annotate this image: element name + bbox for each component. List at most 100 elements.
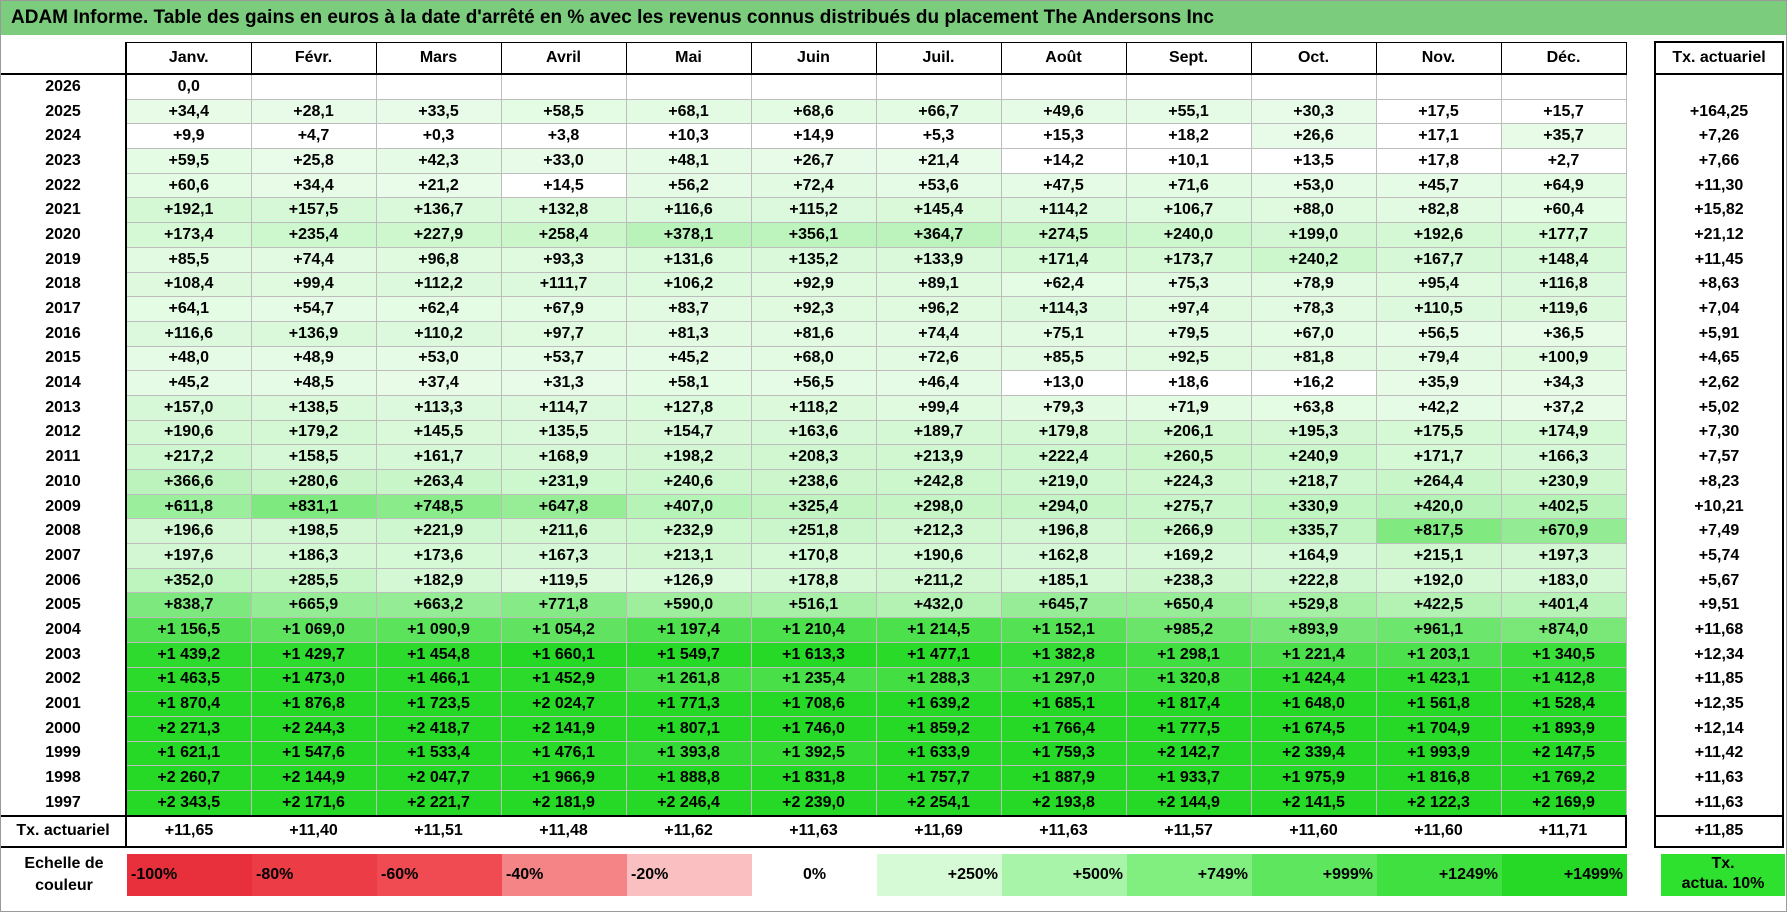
gain-cell: +0,3	[375, 123, 502, 150]
gain-cell: +1 340,5	[1500, 641, 1627, 668]
txa-value: +7,66	[1654, 148, 1784, 174]
gain-cell: +213,9	[875, 444, 1002, 470]
gain-cell: +34,4	[125, 98, 252, 125]
gain-cell: +182,9	[375, 567, 502, 594]
gain-cell: +1 831,8	[750, 765, 877, 791]
gain-cell: +221,9	[375, 518, 502, 545]
gain-cell: +48,1	[625, 148, 752, 174]
gain-cell: +60,6	[125, 172, 252, 199]
gain-cell: +5,3	[875, 123, 1002, 150]
column-gap	[1626, 716, 1655, 741]
gain-cell: +64,9	[1500, 172, 1627, 199]
gain-cell: +135,5	[500, 419, 627, 446]
footer-txa-value: +11,48	[501, 814, 626, 848]
gain-cell: +1 054,2	[500, 617, 627, 643]
gain-cell: +92,3	[750, 296, 877, 322]
gain-cell: +670,9	[1500, 518, 1627, 545]
gain-cell: +231,9	[500, 469, 627, 495]
gain-cell: +1 393,8	[625, 740, 752, 767]
gain-cell: +2 142,7	[1125, 740, 1252, 767]
gain-cell: +81,3	[625, 320, 752, 347]
column-gap	[1626, 692, 1655, 717]
year-label: 2025	[1, 99, 127, 124]
gain-cell: +1 759,3	[1000, 740, 1127, 767]
gain-cell: +590,0	[625, 592, 752, 619]
gain-cell: +2 181,9	[500, 789, 627, 817]
gain-cell: +175,5	[1375, 419, 1502, 446]
gain-cell: +33,5	[375, 98, 502, 125]
gain-cell: +238,3	[1125, 567, 1252, 594]
year-label: 1999	[1, 741, 127, 766]
gain-cell: +171,4	[1000, 246, 1127, 273]
gain-cell: +190,6	[125, 419, 252, 446]
gain-cell: +138,5	[250, 394, 377, 421]
gain-cell: +42,3	[375, 148, 502, 174]
column-gap	[1626, 470, 1655, 495]
year-label: 2020	[1, 222, 127, 248]
gain-cell: +831,1	[250, 493, 377, 520]
gain-cell: +56,5	[750, 370, 877, 396]
gain-cell: +420,0	[1375, 493, 1502, 520]
gain-cell: +55,1	[1125, 98, 1252, 125]
gain-cell: +402,5	[1500, 493, 1627, 520]
gain-cell: +179,2	[250, 419, 377, 446]
legend-swatch: -60%	[377, 854, 502, 896]
year-label: 2023	[1, 148, 127, 174]
gain-cell: +127,8	[625, 394, 752, 421]
gain-cell: +1 476,1	[500, 740, 627, 767]
gain-cell: +173,6	[375, 543, 502, 569]
legend-txa-line2: actua. 10%	[1681, 875, 1765, 892]
gain-cell	[375, 73, 502, 100]
gain-cell: +1 708,6	[750, 691, 877, 717]
gain-cell: +110,5	[1375, 296, 1502, 322]
gain-cell: +192,0	[1375, 567, 1502, 594]
year-label: 1998	[1, 765, 127, 791]
column-gap	[1626, 173, 1655, 198]
gain-cell	[625, 73, 752, 100]
gain-cell: +92,5	[1125, 345, 1252, 372]
gain-cell: +53,0	[1250, 172, 1377, 199]
gain-cell: +1 766,4	[1000, 715, 1127, 742]
gain-cell: +53,7	[500, 345, 627, 372]
gain-cell: +1 639,2	[875, 691, 1002, 717]
txa-value: +15,82	[1654, 197, 1784, 223]
txa-value: +21,12	[1654, 222, 1784, 248]
gain-cell: +35,9	[1375, 370, 1502, 396]
gain-cell: +196,6	[125, 518, 252, 545]
column-gap	[1626, 816, 1655, 847]
table-row: 2013 +157,0 +138,5 +113,3 +114,7 +127,8 +118,2…	[1, 394, 1784, 421]
gain-cell: +81,8	[1250, 345, 1377, 372]
footer-txa-value: +11,65	[126, 814, 251, 848]
gain-cell: +136,9	[250, 320, 377, 347]
month-header: Déc.	[1500, 41, 1627, 75]
gain-cell: +240,9	[1250, 444, 1377, 470]
gain-cell: +2 254,1	[875, 789, 1002, 817]
gain-cell: +2 239,0	[750, 789, 877, 817]
column-gap	[1626, 790, 1655, 815]
column-gap	[1626, 74, 1655, 99]
footer-txa-value: +11,57	[1126, 814, 1251, 848]
gain-cell: +114,2	[1000, 197, 1127, 224]
table-row: 2008 +196,6 +198,5 +221,9 +211,6 +232,9 +251,8…	[1, 518, 1784, 545]
table-row: 2023 +59,5 +25,8 +42,3 +33,0 +48,1 +26,7 +21,4 +…	[1, 148, 1784, 174]
year-label: 2016	[1, 321, 127, 347]
gain-cell: +10,3	[625, 123, 752, 150]
month-header: Mai	[625, 41, 752, 75]
gain-cell: +817,5	[1375, 518, 1502, 545]
footer-txa-value: +11,62	[626, 814, 751, 848]
gain-cell: +166,3	[1500, 444, 1627, 470]
gain-cell: +92,9	[750, 271, 877, 298]
footer-txa-value: +11,63	[751, 814, 876, 848]
gain-cell: +48,5	[250, 370, 377, 396]
gain-cell: +110,2	[375, 320, 502, 347]
gain-cell: +1 633,9	[875, 740, 1002, 767]
gain-cell: +79,5	[1125, 320, 1252, 347]
table-row: 2014 +45,2 +48,5 +37,4 +31,3 +58,1 +56,5 +46,4 +…	[1, 370, 1784, 396]
gain-cell: +183,0	[1500, 567, 1627, 594]
column-gap	[1626, 766, 1655, 791]
gains-table: Janv. Févr. Mars Avril Mai Juin Juil. Août Sept.…	[1, 41, 1784, 848]
month-header: Janv.	[125, 41, 252, 75]
gain-cell: +64,1	[125, 296, 252, 322]
gain-cell: +3,8	[500, 123, 627, 150]
table-row: 2011 +217,2 +158,5 +161,7 +168,9 +198,2 +208,3…	[1, 444, 1784, 470]
